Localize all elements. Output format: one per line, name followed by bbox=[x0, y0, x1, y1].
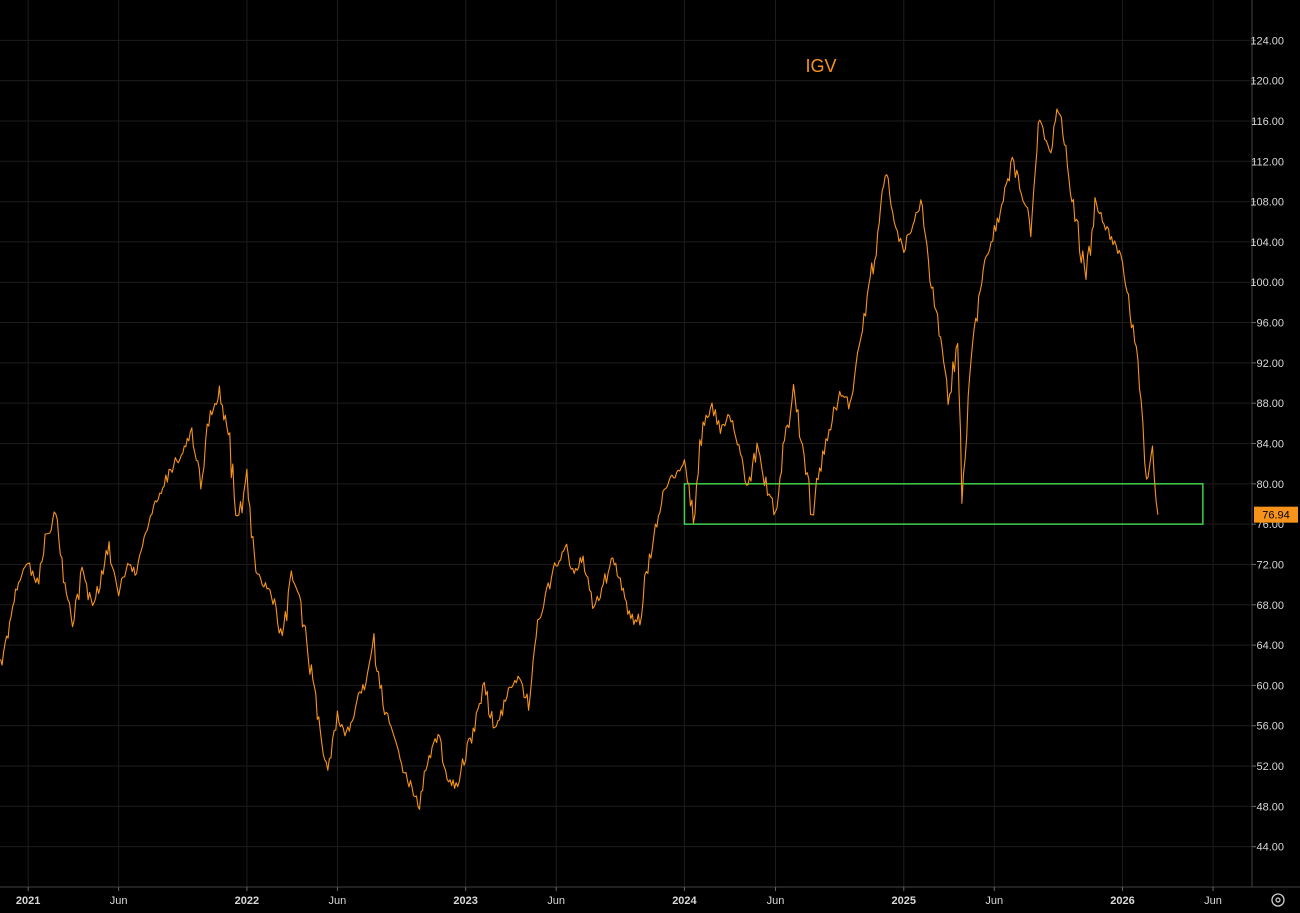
y-axis-ticks[interactable]: 44.00 48.00 52.00 56.00 60.00 64.00 68.00 72.00… bbox=[1250, 35, 1284, 853]
y-tick-label: 104.00 bbox=[1250, 237, 1284, 249]
y-tick-label: 80.00 bbox=[1256, 479, 1284, 491]
x-tick-label-month: Jun bbox=[1204, 895, 1222, 907]
x-axis-ticks[interactable]: 2021 Jun 2022 Jun 2023 Jun 2024 Jun 2025 Jun 2026 J… bbox=[16, 887, 1222, 907]
gear-settings-icon-center bbox=[1275, 897, 1281, 903]
y-tick-label: 52.00 bbox=[1256, 761, 1284, 773]
x-tick-label-year: 2026 bbox=[1110, 895, 1134, 907]
x-tick-label-month: Jun bbox=[547, 895, 565, 907]
y-tick-label: 112.00 bbox=[1251, 156, 1284, 168]
y-tick-label: 116.00 bbox=[1251, 116, 1284, 128]
series-layer bbox=[0, 108, 1159, 810]
y-tick-label: 44.00 bbox=[1256, 842, 1284, 854]
x-tick-label-year: 2024 bbox=[672, 895, 697, 907]
last-price-label: 76.94 bbox=[1262, 510, 1290, 522]
gear-settings-icon[interactable] bbox=[1271, 893, 1285, 907]
y-tick-label: 60.00 bbox=[1256, 680, 1284, 692]
y-tick-label: 92.00 bbox=[1256, 358, 1284, 370]
chart-title: IGV bbox=[805, 56, 836, 76]
x-tick-label-month: Jun bbox=[110, 895, 128, 907]
last-price-tag: 76.94 bbox=[1254, 506, 1298, 523]
series-line-igv[interactable] bbox=[0, 108, 1159, 810]
support-zone-box[interactable] bbox=[683, 483, 1204, 525]
y-tick-label: 64.00 bbox=[1256, 640, 1284, 652]
x-tick-label-month: Jun bbox=[767, 895, 785, 907]
axis-settings-button[interactable] bbox=[1271, 893, 1285, 907]
x-tick-label-year: 2022 bbox=[235, 895, 259, 907]
last-price-box bbox=[1254, 506, 1298, 523]
y-tick-label: 72.00 bbox=[1256, 559, 1284, 571]
grid-lines bbox=[0, 0, 1252, 887]
y-tick-label: 96.00 bbox=[1256, 318, 1284, 330]
y-tick-label: 100.00 bbox=[1250, 277, 1284, 289]
y-tick-label: 120.00 bbox=[1250, 76, 1284, 88]
y-tick-label: 68.00 bbox=[1256, 600, 1284, 612]
x-tick-label-year: 2025 bbox=[892, 895, 916, 907]
y-tick-label: 108.00 bbox=[1250, 197, 1284, 209]
x-tick-label-year: 2023 bbox=[453, 895, 477, 907]
y-tick-label: 48.00 bbox=[1256, 801, 1284, 813]
support-zone-layer bbox=[683, 483, 1204, 525]
y-tick-label: 88.00 bbox=[1256, 398, 1284, 410]
x-tick-label-year: 2021 bbox=[16, 895, 40, 907]
y-tick-label: 124.00 bbox=[1250, 35, 1284, 47]
y-tick-label: 84.00 bbox=[1256, 439, 1284, 451]
y-tick-label: 56.00 bbox=[1256, 721, 1284, 733]
x-tick-label-month: Jun bbox=[985, 895, 1003, 907]
x-tick-label-month: Jun bbox=[329, 895, 347, 907]
